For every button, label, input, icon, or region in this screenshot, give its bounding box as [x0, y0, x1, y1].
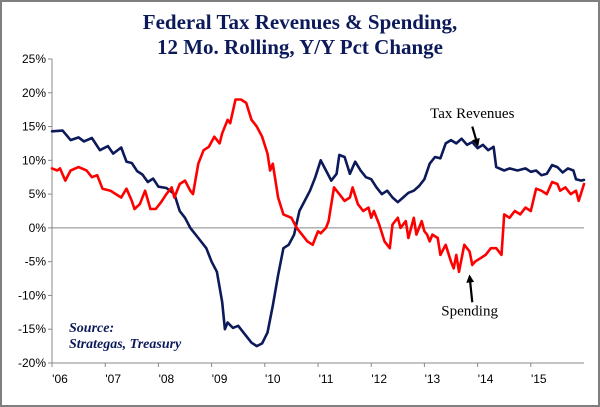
series-line-spending [50, 98, 586, 274]
x-tick-label: '13 [425, 372, 441, 386]
x-tick-label: '15 [531, 372, 547, 386]
source-text: Strategas, Treasury [69, 337, 182, 352]
series-line-tax-revenues [50, 129, 586, 348]
annotation-label-tax-revenues: Tax Revenues [430, 106, 515, 122]
x-tick-label: '10 [265, 372, 281, 386]
x-tick-label: '07 [105, 372, 121, 386]
annotation-arrow-spending [466, 274, 475, 303]
x-tick-label: '06 [52, 372, 68, 386]
x-tick-label: '12 [371, 372, 387, 386]
chart-title-line-2: 12 Mo. Rolling, Y/Y Pct Change [156, 35, 443, 59]
chart-title-line-1: Federal Tax Revenues & Spending, [142, 10, 458, 34]
y-tick-label: -20% [18, 356, 46, 370]
annotation-arrow-tax-revenues [471, 126, 480, 147]
y-tick-label: 25% [22, 52, 46, 66]
x-tick-label: '09 [212, 372, 228, 386]
y-tick-label: 20% [22, 86, 46, 100]
x-tick-label: '11 [319, 372, 334, 386]
x-tick-label: '08 [159, 372, 175, 386]
y-tick-label: 15% [22, 120, 46, 134]
y-tick-label: 10% [22, 153, 46, 167]
y-tick-label: 5% [29, 187, 47, 201]
x-tick-label: '14 [478, 372, 494, 386]
source-label: Source: [69, 321, 115, 336]
annotation-label-spending: Spending [441, 304, 498, 320]
y-tick-label: -15% [18, 322, 46, 336]
y-tick-label: 0% [29, 221, 47, 235]
y-tick-label: -5% [25, 255, 47, 269]
y-tick-label: -10% [18, 288, 46, 302]
